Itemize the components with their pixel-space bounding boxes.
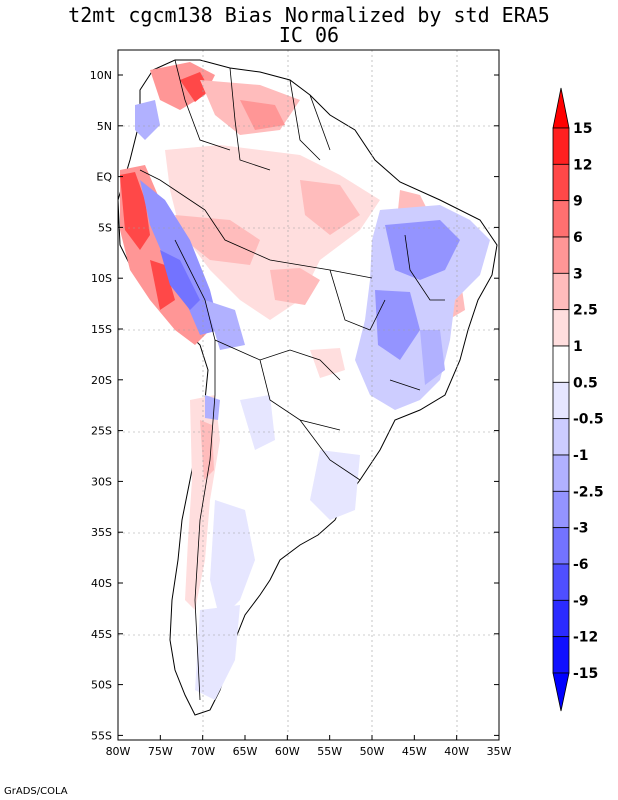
- map-subtitle: IC 06: [278, 23, 340, 47]
- colorbar-label: -0.5: [573, 412, 604, 428]
- colorbar-swatch: [552, 127, 570, 165]
- map-gridlines: [118, 50, 499, 740]
- colorbar-label: -12: [573, 630, 598, 646]
- lat-tick-label: 40S: [91, 577, 112, 590]
- colorbar-label: 12: [573, 157, 592, 173]
- lat-tick-label: EQ: [96, 171, 112, 184]
- lat-tick-label: 10N: [90, 69, 112, 82]
- colorbar-swatch: [552, 563, 570, 601]
- colorbar-swatch: [552, 236, 570, 274]
- colorbar: 15 12 9 6 3 2.5 1 0.5 -0.5 -1 -2.5 -3 -6 -9 -12 -15: [552, 87, 604, 712]
- colorbar-swatch: [552, 636, 570, 674]
- colorbar-swatch: [552, 272, 570, 311]
- grads-credit: GrADS/COLA: [4, 786, 68, 797]
- colorbar-label: -6: [573, 557, 589, 573]
- colorbar-label: -15: [573, 666, 598, 682]
- colorbar-top-arrow: [552, 87, 570, 129]
- colorbar-label: 0.5: [573, 375, 598, 391]
- colorbar-swatch: [552, 163, 570, 202]
- map-title: t2mt cgcm138 Bias Normalized by std ERA5: [68, 3, 550, 27]
- colorbar-swatch: [552, 345, 570, 383]
- colorbar-swatch: [552, 418, 570, 456]
- map-frame: [117, 49, 500, 741]
- lat-tick-label: 20S: [91, 374, 112, 387]
- colorbar-swatch: [552, 527, 570, 565]
- colorbar-bottom-arrow: [552, 672, 570, 712]
- colorbar-swatch: [552, 490, 570, 529]
- lat-tick-label: 45S: [91, 628, 112, 641]
- country-borders: [139, 59, 445, 701]
- colorbar-label: 3: [573, 266, 583, 282]
- lat-tick-label: 5N: [97, 120, 112, 133]
- lon-tick-label: 80W: [106, 745, 131, 758]
- colorbar-swatch: [552, 381, 570, 420]
- colorbar-label: 1: [573, 339, 583, 355]
- colorbar-label: -3: [573, 521, 589, 537]
- colorbar-label: 6: [573, 230, 583, 246]
- lon-tick-label: 45W: [402, 745, 427, 758]
- colorbar-swatch: [552, 200, 570, 238]
- lon-tick-label: 40W: [444, 745, 469, 758]
- lon-tick-label: 60W: [275, 745, 300, 758]
- colorbar-label: 15: [573, 121, 592, 137]
- lon-tick-label: 75W: [148, 745, 173, 758]
- lat-tick-label: 25S: [91, 425, 112, 438]
- colorbar-label: 9: [573, 194, 583, 210]
- colorbar-swatch: [552, 599, 570, 638]
- lat-tick-label: 50S: [91, 679, 112, 692]
- colorbar-swatch: [552, 309, 570, 347]
- lon-tick-label: 35W: [487, 745, 512, 758]
- colorbar-swatch: [552, 454, 570, 492]
- lon-tick-label: 70W: [190, 745, 215, 758]
- cool-bias-regions: [135, 100, 490, 700]
- colorbar-label: -2.5: [573, 484, 604, 500]
- lat-tick-label: 10S: [91, 272, 112, 285]
- longitude-axis: 80W 75W 70W 65W 60W 55W 50W 45W 40W 35W: [106, 735, 512, 758]
- lon-tick-label: 55W: [317, 745, 342, 758]
- latitude-axis: 10N 5N EQ 5S 10S 15S 20S 25S 30S 35S 40S 45S 50S 55S: [90, 69, 499, 742]
- lat-tick-label: 30S: [91, 475, 112, 488]
- colorbar-label: -1: [573, 448, 589, 464]
- lat-tick-label: 5S: [98, 221, 112, 234]
- map-plot-area: [118, 50, 499, 740]
- colorbar-label: -9: [573, 593, 589, 609]
- lat-tick-label: 55S: [91, 729, 112, 742]
- lon-tick-label: 65W: [233, 745, 258, 758]
- lon-tick-label: 50W: [360, 745, 385, 758]
- lat-tick-label: 15S: [91, 323, 112, 336]
- colorbar-label: 2.5: [573, 303, 598, 319]
- lat-tick-label: 35S: [91, 526, 112, 539]
